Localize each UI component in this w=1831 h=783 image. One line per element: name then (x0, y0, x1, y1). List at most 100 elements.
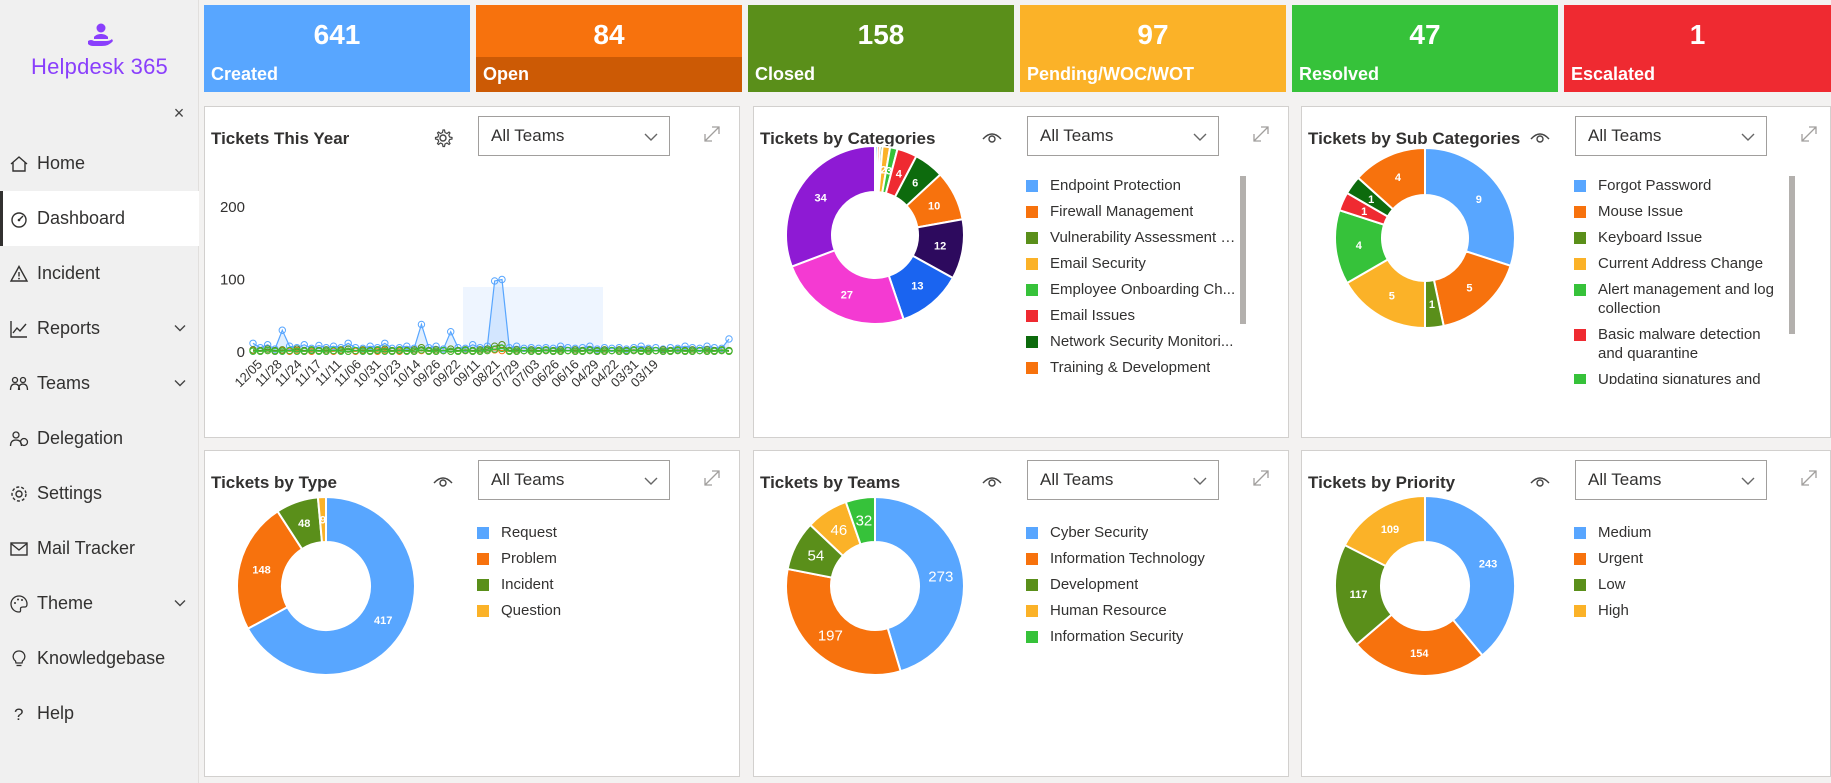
sidebar-item-delegation[interactable]: Delegation (0, 411, 199, 466)
data-point[interactable] (725, 335, 733, 343)
data-point[interactable] (483, 346, 492, 355)
data-point[interactable] (271, 347, 279, 355)
data-point[interactable] (329, 346, 338, 355)
data-point[interactable] (454, 347, 462, 355)
data-point[interactable] (285, 342, 294, 350)
legend-item[interactable]: Incident (477, 575, 692, 594)
data-point[interactable] (293, 345, 301, 353)
data-point[interactable] (630, 346, 638, 355)
data-point[interactable] (366, 342, 374, 350)
legend-item[interactable]: Question (477, 601, 692, 620)
data-point[interactable] (417, 343, 426, 352)
data-point[interactable] (542, 346, 550, 355)
legend-item[interactable]: Firewall Management (1026, 202, 1241, 221)
legend-item[interactable]: Network Security Monitori... (1026, 332, 1241, 351)
sidebar-item-teams[interactable]: Teams (0, 356, 199, 411)
data-point[interactable] (447, 328, 455, 336)
data-point[interactable] (329, 342, 338, 350)
data-point[interactable] (520, 346, 528, 355)
sidebar-item-knowledgebase[interactable]: Knowledgebase (0, 631, 199, 686)
legend-item[interactable]: Email Issues (1026, 306, 1241, 325)
legend-item[interactable]: Forgot Password (1574, 176, 1786, 195)
donut-slice[interactable] (874, 495, 965, 673)
donut-slice[interactable] (1356, 146, 1426, 211)
data-point[interactable] (278, 326, 286, 334)
data-point[interactable] (307, 346, 316, 355)
eye-icon[interactable] (432, 471, 454, 493)
data-point[interactable] (344, 345, 352, 353)
data-point[interactable] (571, 347, 579, 355)
data-point[interactable] (578, 347, 587, 355)
data-point[interactable] (293, 347, 301, 355)
data-point[interactable] (447, 347, 455, 355)
donut-slice[interactable] (1424, 494, 1516, 657)
eye-icon[interactable] (981, 127, 1003, 149)
legend-item[interactable]: Email Security (1026, 254, 1241, 273)
expand-icon[interactable] (1250, 467, 1272, 489)
data-point[interactable] (505, 347, 514, 355)
data-point[interactable] (703, 347, 711, 355)
expand-icon[interactable] (701, 467, 723, 489)
data-point[interactable] (615, 347, 623, 355)
data-point[interactable] (263, 341, 272, 349)
eye-icon[interactable] (1529, 471, 1551, 493)
data-point[interactable] (490, 277, 499, 285)
data-point[interactable] (468, 347, 477, 355)
team-filter-dropdown[interactable]: All Teams (1575, 116, 1767, 156)
stat-card-pending-woc-wot[interactable]: 97 Pending/WOC/WOT (1020, 5, 1286, 92)
data-point[interactable] (725, 347, 733, 355)
data-point[interactable] (608, 344, 616, 353)
data-point[interactable] (395, 346, 404, 355)
data-point[interactable] (549, 347, 557, 355)
data-point[interactable] (381, 345, 389, 353)
data-point[interactable] (674, 346, 682, 355)
data-point[interactable] (344, 347, 352, 355)
data-point[interactable] (681, 347, 689, 355)
data-point[interactable] (490, 345, 499, 353)
data-point[interactable] (381, 339, 389, 348)
data-point[interactable] (681, 342, 689, 350)
sidebar-item-theme[interactable]: Theme (0, 576, 199, 631)
data-point[interactable] (373, 346, 382, 355)
data-point[interactable] (644, 347, 653, 355)
legend-item[interactable]: Endpoint Protection (1026, 176, 1241, 195)
data-point[interactable] (403, 347, 411, 355)
data-point[interactable] (249, 347, 257, 355)
stat-card-closed[interactable]: 158 Closed (748, 5, 1014, 92)
legend-scrollbar[interactable] (1789, 176, 1795, 334)
data-point[interactable] (439, 346, 448, 355)
legend-item[interactable]: Problem (477, 549, 692, 568)
sidebar-item-settings[interactable]: Settings (0, 466, 199, 521)
data-point[interactable] (432, 347, 440, 355)
chevron-down-icon[interactable] (173, 376, 187, 390)
data-point[interactable] (381, 347, 389, 355)
data-point[interactable] (315, 341, 323, 350)
data-point[interactable] (263, 346, 272, 355)
legend-item[interactable]: Information Security (1026, 627, 1241, 646)
gear-icon[interactable] (432, 127, 454, 149)
sidebar-item-incident[interactable]: Incident (0, 246, 199, 301)
legend-item[interactable]: Development (1026, 575, 1241, 594)
legend-item[interactable]: High (1574, 601, 1789, 620)
data-point[interactable] (659, 347, 667, 355)
team-filter-dropdown[interactable]: All Teams (478, 460, 670, 500)
data-point[interactable] (652, 346, 660, 355)
data-point[interactable] (512, 347, 521, 355)
sidebar-item-home[interactable]: Home (0, 136, 199, 191)
donut-slice[interactable] (246, 495, 416, 676)
legend-item[interactable]: Basic malware detection and quarantine (1574, 325, 1786, 363)
legend-item[interactable]: Request (477, 523, 692, 542)
close-sidebar-icon[interactable]: × (173, 103, 185, 123)
data-point[interactable] (300, 347, 308, 355)
legend-scrollbar[interactable] (1240, 176, 1246, 324)
data-point[interactable] (498, 344, 506, 353)
donut-slice[interactable] (785, 567, 902, 676)
sidebar-item-reports[interactable]: Reports (0, 301, 199, 356)
donut-slice[interactable] (790, 248, 905, 325)
donut-slice[interactable] (785, 144, 876, 268)
app-logo[interactable]: Helpdesk 365 (0, 22, 199, 80)
data-point[interactable] (461, 346, 470, 355)
expand-icon[interactable] (701, 123, 723, 145)
team-filter-dropdown[interactable]: All Teams (478, 116, 670, 156)
chevron-down-icon[interactable] (173, 321, 187, 335)
